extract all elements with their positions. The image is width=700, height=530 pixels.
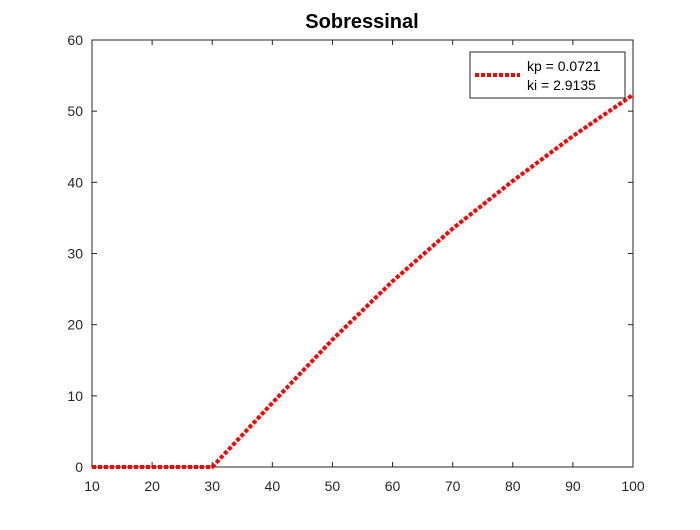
- y-tick-label: 10: [67, 388, 83, 404]
- legend: kp = 0.0721 ki = 2.9135: [469, 51, 626, 99]
- x-axis: 10 20 30 40 50 60 70 80 90 100: [84, 40, 645, 494]
- legend-line-ki: ki = 2.9135: [527, 77, 596, 93]
- y-tick-label: 40: [67, 174, 83, 190]
- plot-area: [91, 39, 634, 468]
- series-line-0: [92, 93, 635, 469]
- y-tick-label: 60: [67, 32, 83, 48]
- y-tick-label: 30: [67, 246, 83, 262]
- x-tick-label: 10: [84, 478, 100, 494]
- x-tick-label: 20: [144, 478, 160, 494]
- x-tick-label: 40: [265, 478, 281, 494]
- chart-title: Sobressinal: [305, 11, 418, 33]
- y-tick-label: 20: [67, 317, 83, 333]
- x-tick-label: 90: [565, 478, 581, 494]
- x-tick-label: 80: [505, 478, 521, 494]
- y-tick-label: 50: [67, 103, 83, 119]
- legend-line-kp: kp = 0.0721: [527, 58, 601, 74]
- series-layer: [92, 93, 635, 469]
- x-tick-label: 30: [204, 478, 220, 494]
- x-tick-label: 50: [325, 478, 341, 494]
- y-axis: 0 10 20 30 40 50 60: [67, 32, 633, 475]
- x-tick-label: 60: [385, 478, 401, 494]
- x-tick-label: 100: [621, 478, 645, 494]
- x-tick-label: 70: [445, 478, 461, 494]
- y-tick-label: 0: [75, 459, 83, 475]
